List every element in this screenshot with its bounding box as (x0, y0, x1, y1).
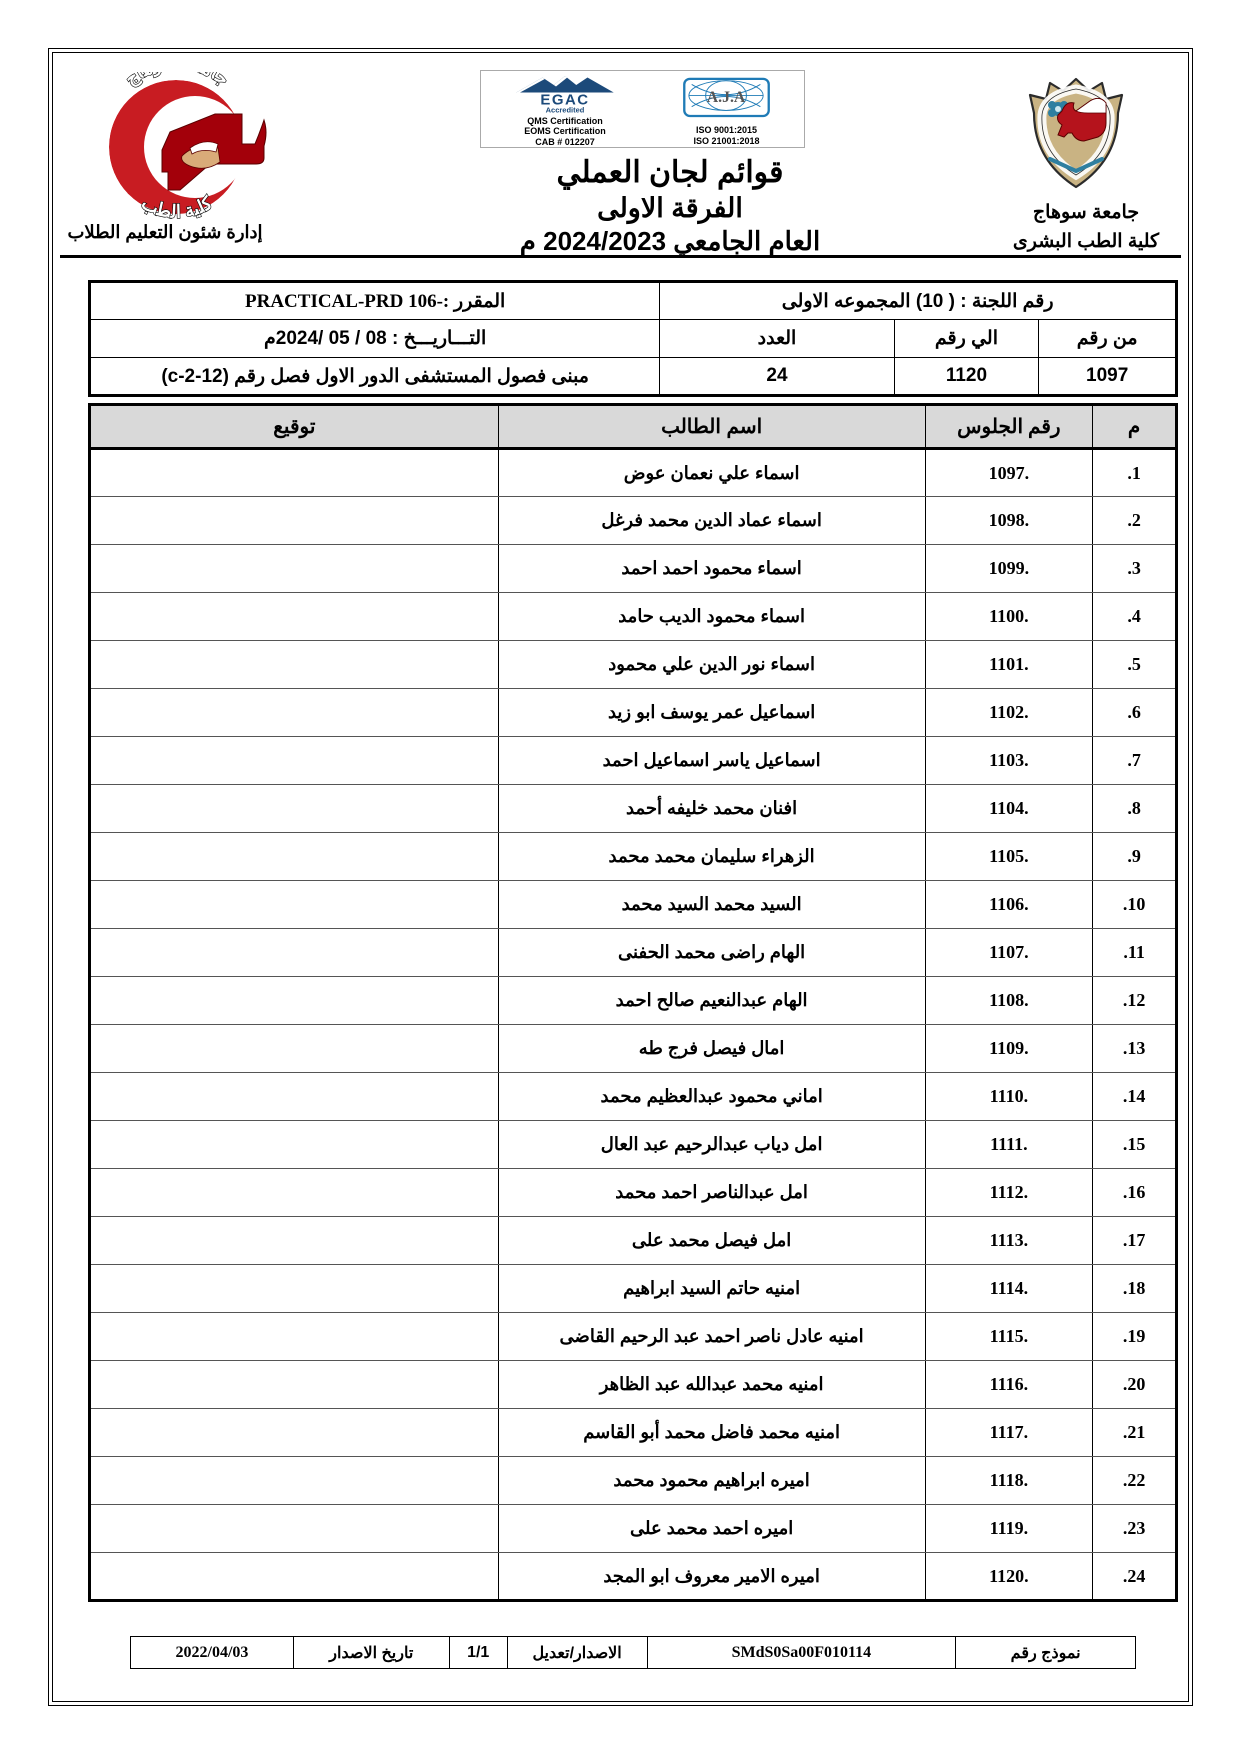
svg-text:Accredited: Accredited (546, 106, 585, 115)
svg-text:A.J.A: A.J.A (707, 89, 746, 106)
